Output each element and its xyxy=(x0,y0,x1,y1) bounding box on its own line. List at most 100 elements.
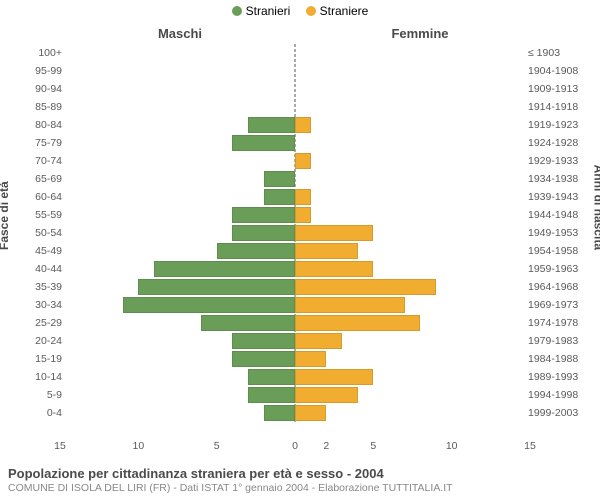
legend-label-male: Stranieri xyxy=(246,4,291,18)
bar-female xyxy=(295,333,342,349)
x-tick: 2 xyxy=(323,440,329,452)
y-tick-left: 30-34 xyxy=(0,296,62,314)
y-tick-right: 1949-1953 xyxy=(528,224,600,242)
pyramid-row xyxy=(60,134,530,152)
bar-female xyxy=(295,315,420,331)
pyramid-row xyxy=(60,350,530,368)
chart-subtitle: COMUNE DI ISOLA DEL LIRI (FR) - Dati IST… xyxy=(8,482,592,494)
pyramid-row xyxy=(60,278,530,296)
y-tick-left: 0-4 xyxy=(0,404,62,422)
x-axis: 151050251015 xyxy=(60,440,530,456)
y-tick-right: 1964-1968 xyxy=(528,278,600,296)
y-tick-left: 90-94 xyxy=(0,80,62,98)
legend-item-female: Straniere xyxy=(306,4,369,18)
bar-female xyxy=(295,351,326,367)
bar-male xyxy=(264,171,295,187)
pyramid-row xyxy=(60,152,530,170)
y-tick-right: 1934-1938 xyxy=(528,170,600,188)
bar-male xyxy=(264,189,295,205)
y-tick-right: 1924-1928 xyxy=(528,134,600,152)
legend-swatch-female xyxy=(306,6,316,16)
bar-male xyxy=(264,405,295,421)
bar-male xyxy=(248,387,295,403)
pyramid-row xyxy=(60,62,530,80)
pyramid-row xyxy=(60,170,530,188)
y-tick-right: 1984-1988 xyxy=(528,350,600,368)
x-tick: 5 xyxy=(214,440,220,452)
pyramid-row xyxy=(60,44,530,62)
y-tick-right: 1989-1993 xyxy=(528,368,600,386)
bar-female xyxy=(295,243,358,259)
y-tick-right: 1944-1948 xyxy=(528,206,600,224)
population-pyramid xyxy=(60,44,530,440)
y-tick-left: 60-64 xyxy=(0,188,62,206)
pyramid-row xyxy=(60,314,530,332)
y-tick-left: 5-9 xyxy=(0,386,62,404)
bar-male xyxy=(123,297,295,313)
y-tick-right: 1979-1983 xyxy=(528,332,600,350)
pyramid-row xyxy=(60,368,530,386)
bar-female xyxy=(295,207,311,223)
bar-female xyxy=(295,153,311,169)
y-tick-right: 1914-1918 xyxy=(528,98,600,116)
legend-swatch-male xyxy=(232,6,242,16)
y-tick-right: 1959-1963 xyxy=(528,260,600,278)
x-tick: 10 xyxy=(132,440,144,452)
x-tick: 15 xyxy=(54,440,66,452)
chart-title: Popolazione per cittadinanza straniera p… xyxy=(8,466,592,481)
y-tick-right: 1999-2003 xyxy=(528,404,600,422)
bar-female xyxy=(295,225,373,241)
y-tick-left: 95-99 xyxy=(0,62,62,80)
bar-male xyxy=(154,261,295,277)
bar-male xyxy=(138,279,295,295)
y-tick-left: 25-29 xyxy=(0,314,62,332)
y-tick-left: 55-59 xyxy=(0,206,62,224)
y-tick-right: 1974-1978 xyxy=(528,314,600,332)
y-tick-right: 1909-1913 xyxy=(528,80,600,98)
y-axis-right-labels: ≤ 19031904-19081909-19131914-19181919-19… xyxy=(528,44,600,440)
y-tick-left: 75-79 xyxy=(0,134,62,152)
legend-item-male: Stranieri xyxy=(232,4,291,18)
pyramid-row xyxy=(60,332,530,350)
pyramid-row xyxy=(60,224,530,242)
pyramid-row xyxy=(60,98,530,116)
y-tick-left: 65-69 xyxy=(0,170,62,188)
y-tick-right: 1929-1933 xyxy=(528,152,600,170)
y-tick-left: 45-49 xyxy=(0,242,62,260)
y-tick-right: 1954-1958 xyxy=(528,242,600,260)
pyramid-row xyxy=(60,116,530,134)
bar-male xyxy=(248,369,295,385)
bar-male xyxy=(201,315,295,331)
y-tick-right: 1904-1908 xyxy=(528,62,600,80)
y-tick-left: 10-14 xyxy=(0,368,62,386)
pyramid-row xyxy=(60,242,530,260)
y-tick-left: 35-39 xyxy=(0,278,62,296)
y-tick-right: 1939-1943 xyxy=(528,188,600,206)
bar-male xyxy=(248,117,295,133)
bar-female xyxy=(295,297,405,313)
y-tick-left: 50-54 xyxy=(0,224,62,242)
header-male: Maschi xyxy=(60,26,300,41)
bar-female xyxy=(295,387,358,403)
y-tick-right: 1969-1973 xyxy=(528,296,600,314)
pyramid-row xyxy=(60,188,530,206)
x-tick: 10 xyxy=(446,440,458,452)
y-tick-right: 1994-1998 xyxy=(528,386,600,404)
y-tick-left: 70-74 xyxy=(0,152,62,170)
bar-male xyxy=(232,351,295,367)
y-tick-right: ≤ 1903 xyxy=(528,44,600,62)
bar-male xyxy=(217,243,295,259)
y-tick-left: 80-84 xyxy=(0,116,62,134)
bar-female xyxy=(295,369,373,385)
y-tick-right: 1919-1923 xyxy=(528,116,600,134)
pyramid-row xyxy=(60,386,530,404)
x-tick: 5 xyxy=(370,440,376,452)
bar-male xyxy=(232,225,295,241)
bar-female xyxy=(295,117,311,133)
bar-male xyxy=(232,135,295,151)
pyramid-row xyxy=(60,296,530,314)
bar-male xyxy=(232,207,295,223)
x-tick: 15 xyxy=(524,440,536,452)
y-tick-left: 85-89 xyxy=(0,98,62,116)
gender-headers: Maschi Femmine xyxy=(60,26,540,41)
